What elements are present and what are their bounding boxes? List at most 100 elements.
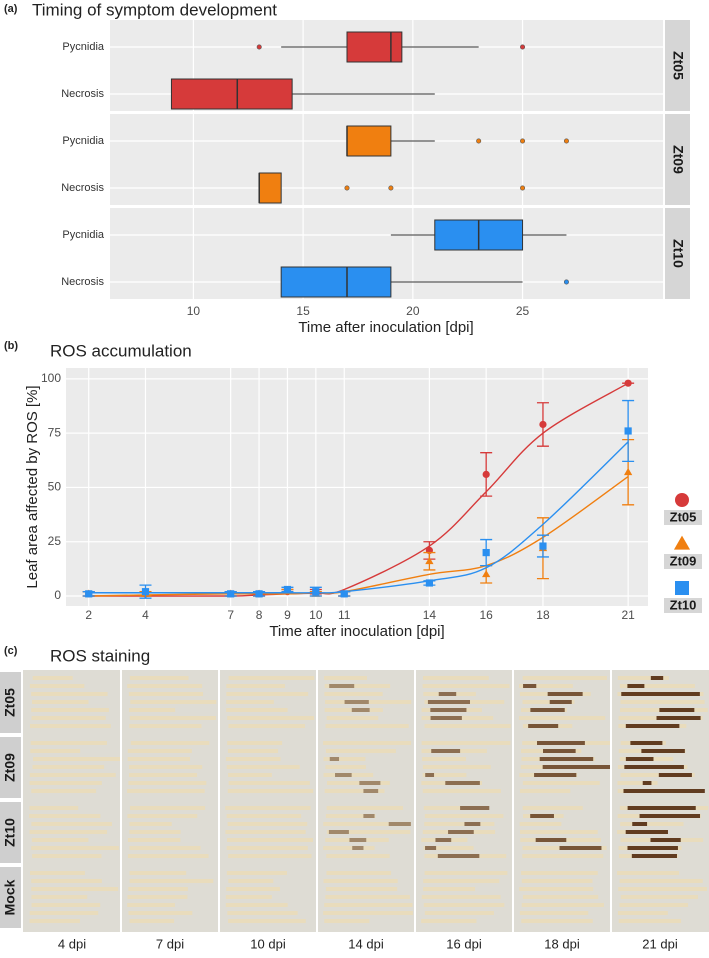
leaf-strip [323,757,366,761]
x-tick-label: 7 [227,608,234,622]
leaf-strip [620,895,698,899]
ros-stain [460,806,490,810]
leaf-strip [228,724,305,728]
ros-stain [445,781,480,785]
leaf-strip [30,749,81,753]
leaf-strip [225,757,281,761]
row-label: Zt09 [2,753,18,782]
box [170,78,293,110]
leaf-strip [617,911,668,915]
ros-stain [351,708,370,712]
leaf-strip [31,846,119,850]
leaf-strip [521,879,593,883]
leaf-strip [423,887,476,891]
ros-stain [659,708,695,712]
leaf-strip [226,765,300,769]
legend-box [664,510,702,525]
leaf-strip [422,789,501,793]
leaf-strip [31,716,106,720]
leaf-strip [128,911,193,915]
leaf-strip [324,789,385,793]
leaf-strip [227,741,283,745]
leaf-strip [127,757,190,761]
ros-stain [388,822,411,826]
leaf-strip [227,716,315,720]
leaf-strip [521,903,605,907]
x-axis-title: Time after inoculation [dpi] [269,623,444,640]
outlier [563,279,569,285]
leaf-strip [521,871,598,875]
leaf-strip [32,700,89,704]
leaf-strip [29,684,85,688]
panel-label: (c) [4,645,18,657]
legend-label: Zt10 [670,597,697,612]
leaf-strip [225,830,306,834]
leaf-strip [29,919,80,923]
leaf-strip [326,781,390,785]
leaf-strip [519,789,571,793]
legend-label: Zt05 [670,509,697,524]
leaf-strip [130,700,217,704]
leaf-strip [519,684,573,688]
x-tick-label: 10 [187,304,201,318]
leaf-strip [227,822,308,826]
ros-stain [549,700,572,704]
leaf-strip [225,806,311,810]
ros-stain [530,814,554,818]
ros-stain [464,822,481,826]
row-label: Mock [2,879,18,915]
y-tick-label: 25 [48,534,62,548]
leaf-strip [324,676,368,680]
leaf-strip [424,911,494,915]
leaf-strip [325,765,366,769]
panel-title: ROS staining [50,646,150,665]
box [258,172,282,204]
leaf-strip [129,919,175,923]
leaf-strip [32,765,105,769]
category-label: Pycnidia [62,41,104,53]
leaf-strip [226,684,285,688]
leaf-strip [128,781,207,785]
leaf-strip [127,749,192,753]
y-tick-label: 100 [41,371,61,385]
ros-stain [627,684,645,688]
y-tick-label: 75 [48,425,62,439]
leaf-strip [423,846,474,850]
leaf-strip [421,741,511,745]
x-tick-label: 11 [338,608,351,622]
leaf-strip [618,919,682,923]
category-label: Necrosis [61,88,104,100]
x-tick-label: 8 [256,608,263,622]
ros-stain [363,789,379,793]
leaf-strip [326,830,411,834]
leaf-strip [324,903,413,907]
x-tick-label: 10 [309,608,323,622]
ros-stain [547,692,583,696]
legend-box [664,554,702,569]
leaf-strip [225,903,288,907]
leaf-strip [29,781,102,785]
row-label: Zt10 [2,818,18,847]
leaf-strip [424,871,508,875]
leaf-strip [617,871,680,875]
leaf-strip [31,838,89,842]
data-point [539,420,547,429]
ros-stain [523,684,537,688]
ros-stain [438,692,457,696]
row-strip [0,672,21,733]
leaf-strip [228,854,312,858]
ros-stain [656,716,701,720]
leaf-strip [325,814,376,818]
leaf-strip [228,879,274,883]
leaf-strip [619,879,703,883]
data-point [255,590,263,598]
leaf-strip [227,911,298,915]
leaf-strip [325,895,410,899]
leaf-strip [127,838,181,842]
leaf-strip [619,903,689,907]
leaf-strip [521,919,593,923]
leaf-strip [228,773,272,777]
outlier [344,185,350,191]
leaf-strip [422,773,467,777]
leaf-strip [128,887,188,891]
